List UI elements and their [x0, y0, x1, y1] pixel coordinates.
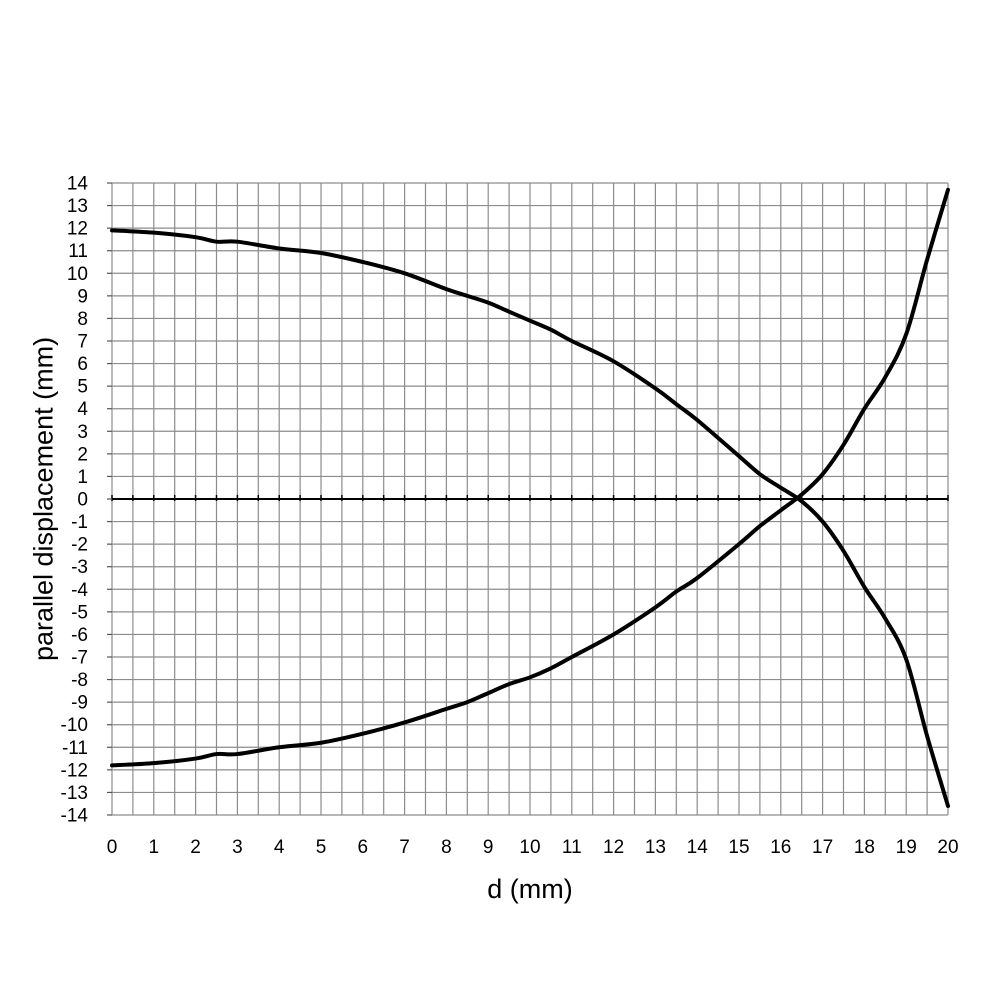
x-tick-label: 0 — [107, 837, 118, 858]
y-tick-label: 7 — [77, 332, 88, 353]
y-tick-labels: 14131211109876543210-1-2-3-4-5-6-7-8-9-1… — [61, 174, 89, 827]
x-tick-label: 7 — [399, 837, 410, 858]
x-tick-label: 3 — [232, 837, 243, 858]
y-tick-label: 3 — [77, 422, 88, 443]
y-tick-label: 8 — [77, 309, 88, 330]
y-tick-label: 10 — [67, 264, 88, 285]
y-tick-label: 14 — [67, 174, 89, 195]
y-tick-label: 9 — [77, 286, 88, 307]
y-tick-label: -11 — [62, 738, 88, 759]
x-tick-label: 14 — [687, 837, 709, 858]
y-tick-label: 6 — [77, 354, 88, 375]
y-tick-label: -10 — [61, 715, 88, 736]
x-tick-label: 20 — [937, 837, 958, 858]
x-tick-label: 12 — [603, 837, 624, 858]
y-tick-label: 13 — [67, 196, 88, 217]
x-tick-labels: 0 1 2 3 4 5 6 7 8 9 10 11 12 13 14 15 16 17 18 19 20 — [107, 837, 959, 858]
x-tick-label: 5 — [316, 837, 327, 858]
zero-axis — [107, 183, 948, 815]
y-tick-label: -4 — [71, 580, 88, 601]
y-tick-label: -12 — [61, 760, 88, 781]
y-tick-label: -6 — [71, 625, 88, 646]
y-tick-label: -8 — [71, 670, 88, 691]
x-tick-label: 9 — [483, 837, 494, 858]
x-tick-label: 1 — [149, 837, 160, 858]
x-tick-label: 6 — [358, 837, 369, 858]
y-tick-label: 0 — [77, 490, 88, 511]
x-tick-label: 4 — [274, 837, 285, 858]
y-tick-label: 12 — [67, 219, 88, 240]
y-tick-label: 11 — [68, 241, 88, 262]
y-axis-title: parallel displacement (mm) — [28, 337, 58, 661]
x-tick-label: 8 — [441, 837, 452, 858]
x-tick-label: 18 — [854, 837, 875, 858]
y-tick-label: -1 — [71, 512, 88, 533]
y-tick-label: -3 — [71, 557, 88, 578]
y-tick-label: -7 — [71, 648, 88, 669]
y-tick-label: -2 — [71, 535, 88, 556]
x-tick-label: 17 — [812, 837, 833, 858]
y-tick-label: -9 — [71, 693, 88, 714]
x-tick-label: 2 — [190, 837, 201, 858]
x-tick-label: 10 — [519, 837, 540, 858]
y-tick-label: 5 — [77, 377, 88, 398]
x-axis-title: d (mm) — [487, 874, 572, 904]
y-tick-label: 1 — [77, 467, 88, 488]
y-tick-label: 2 — [77, 444, 88, 465]
x-tick-label: 15 — [728, 837, 749, 858]
y-tick-label: -13 — [61, 783, 88, 804]
y-tick-label: -14 — [61, 806, 89, 827]
y-tick-label: 4 — [77, 399, 88, 420]
x-tick-label: 19 — [896, 837, 917, 858]
x-tick-label: 16 — [770, 837, 791, 858]
x-tick-label: 11 — [562, 837, 582, 858]
y-tick-label: -5 — [71, 602, 88, 623]
x-tick-label: 13 — [645, 837, 666, 858]
